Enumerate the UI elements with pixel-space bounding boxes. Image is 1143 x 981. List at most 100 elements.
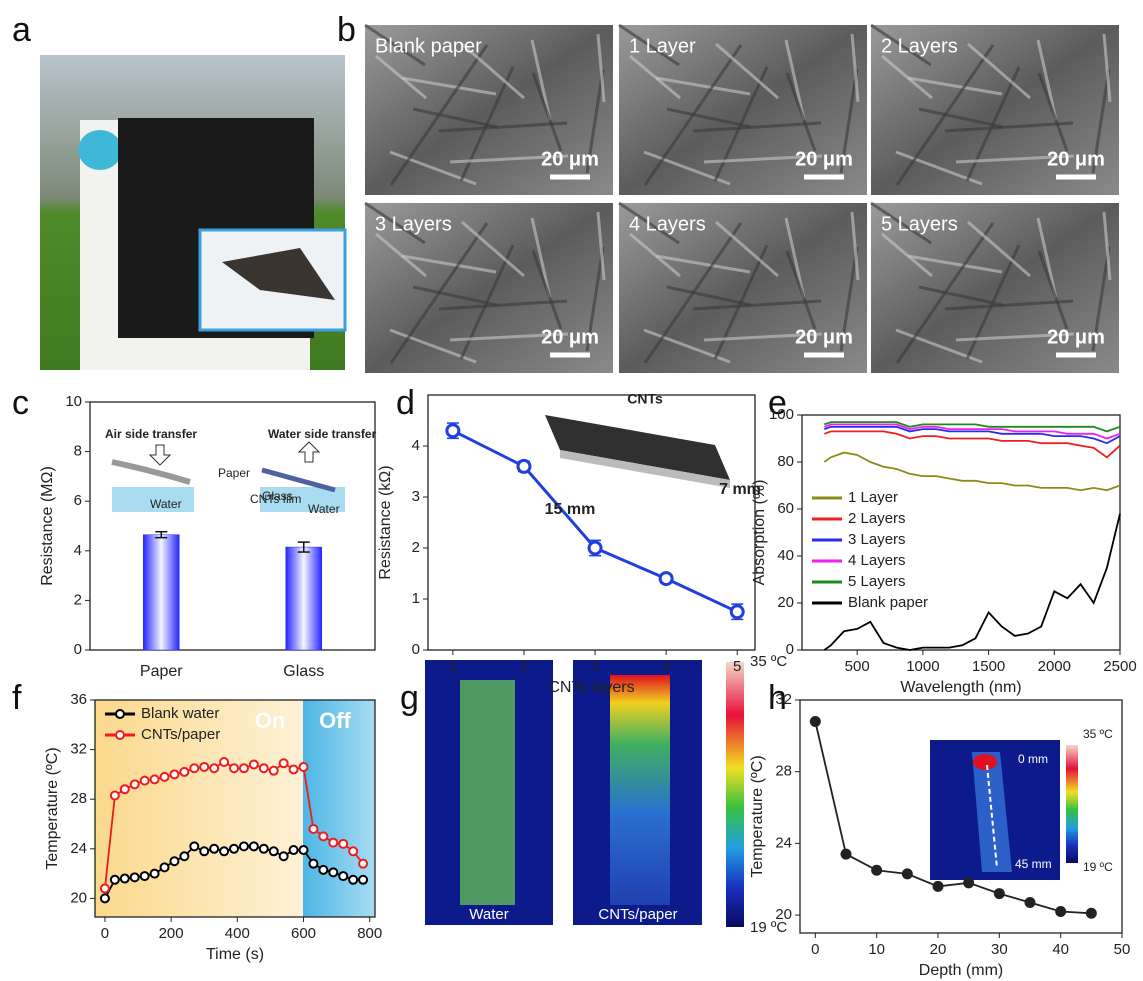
marker	[240, 764, 248, 772]
marker	[359, 876, 367, 884]
y-tick-label: 4	[74, 542, 82, 559]
y-tick-label: 40	[777, 547, 794, 564]
x-tick-label: Glass	[283, 663, 324, 680]
marker	[280, 852, 288, 860]
y-axis-label: Resistance (MΩ)	[39, 466, 56, 586]
marker	[359, 860, 367, 868]
y-tick-label: 0	[74, 641, 82, 658]
marker	[329, 868, 337, 876]
scale-label: 20 μm	[795, 326, 853, 348]
x-tick-label: 50	[1114, 941, 1131, 958]
panel-label: g	[400, 679, 419, 717]
glove	[78, 130, 122, 170]
panel-label: f	[12, 679, 22, 717]
x-tick-label: 500	[845, 658, 870, 675]
x-axis-label: CNTs layers	[548, 679, 634, 696]
marker	[141, 872, 149, 880]
y-tick-label: 32	[70, 741, 87, 758]
y-tick-label: 0	[412, 641, 420, 658]
legend-label: 1 Layer	[848, 489, 898, 506]
y-tick-label: 2	[412, 539, 420, 556]
marker	[151, 870, 159, 878]
legend-label: 3 Layers	[848, 531, 906, 548]
paper-column	[610, 675, 670, 905]
marker	[280, 759, 288, 767]
y-tick-label: 28	[70, 790, 87, 807]
marker	[933, 881, 943, 891]
image-title: Blank paper	[375, 35, 482, 57]
y-tick-label: 0	[786, 641, 794, 658]
legend-label: Blank water	[141, 705, 219, 722]
marker	[964, 878, 974, 888]
annotation: Water	[150, 497, 182, 511]
legend-label: 2 Layers	[848, 510, 906, 527]
marker	[210, 845, 218, 853]
annotation: Glass	[262, 489, 293, 503]
marker	[731, 606, 743, 618]
marker	[270, 767, 278, 775]
legend-label: CNTs/paper	[141, 726, 220, 743]
y-tick-label: 1	[412, 590, 420, 607]
marker	[190, 842, 198, 850]
marker	[161, 863, 169, 871]
marker	[319, 832, 327, 840]
marker	[518, 460, 530, 472]
marker	[902, 869, 912, 879]
marker	[270, 847, 278, 855]
x-tick-label: 2500	[1103, 658, 1136, 675]
marker	[309, 860, 317, 868]
scale-label: 20 μm	[541, 148, 599, 170]
marker	[319, 866, 327, 874]
bar	[286, 547, 322, 650]
scale-label: 20 μm	[1047, 148, 1105, 170]
legend-label: Blank paper	[848, 594, 928, 611]
marker	[339, 840, 347, 848]
image-title: 4 Layers	[629, 213, 706, 235]
marker	[339, 872, 347, 880]
x-tick-label: 40	[1052, 941, 1069, 958]
annotation: Paper	[218, 466, 250, 480]
marker	[220, 758, 228, 766]
panel-label: c	[12, 384, 29, 422]
y-tick-label: 24	[775, 834, 792, 851]
y-tick-label: 60	[777, 500, 794, 517]
x-tick-label: 10	[868, 941, 885, 958]
marker	[290, 846, 298, 854]
colorbar-label: 35 ºC	[750, 653, 787, 670]
legend-label: 5 Layers	[848, 573, 906, 590]
marker	[210, 764, 218, 772]
legend-marker	[116, 710, 124, 718]
x-tick-label: 2000	[1038, 658, 1071, 675]
marker	[660, 573, 672, 585]
marker	[220, 847, 228, 855]
annotation: Water side transfer	[268, 427, 377, 441]
scale-label: 20 μm	[541, 326, 599, 348]
marker	[170, 857, 178, 865]
marker	[200, 763, 208, 771]
marker	[170, 770, 178, 778]
hot-spot	[973, 754, 997, 770]
y-axis-label: Temperature (ºC)	[749, 755, 766, 877]
water-column	[460, 680, 515, 905]
x-axis-label: Depth (mm)	[919, 962, 1003, 979]
marker	[180, 852, 188, 860]
x-tick-label: 4	[662, 658, 670, 675]
marker	[1086, 908, 1096, 918]
image-title: 2 Layers	[881, 35, 958, 57]
annotation: CNTs	[627, 391, 663, 407]
legend-label: 4 Layers	[848, 552, 906, 569]
marker	[447, 425, 459, 437]
annotation: Air side transfer	[105, 427, 197, 441]
marker	[1025, 898, 1035, 908]
x-tick-label: 800	[357, 925, 382, 942]
y-tick-label: 36	[70, 691, 87, 708]
marker	[131, 780, 139, 788]
x-tick-label: 30	[991, 941, 1008, 958]
marker	[250, 842, 258, 850]
panel-label: b	[337, 11, 356, 49]
marker	[161, 773, 169, 781]
arrow	[299, 442, 319, 462]
marker	[121, 875, 129, 883]
scale-label: 20 μm	[795, 148, 853, 170]
